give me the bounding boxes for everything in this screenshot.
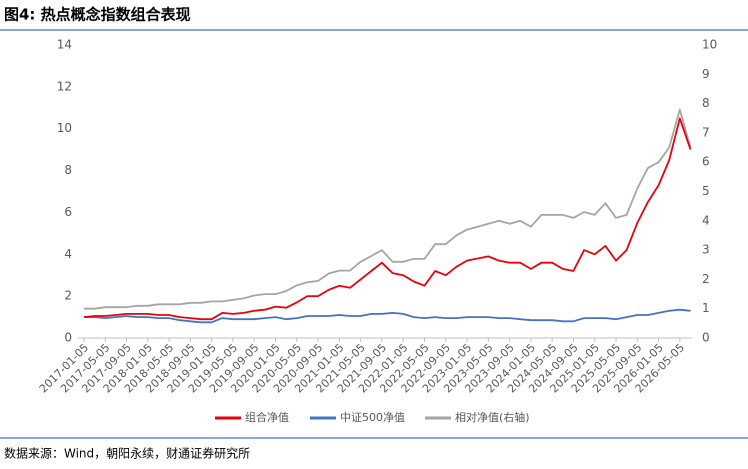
y2-tick-label: 0 bbox=[702, 331, 710, 345]
y-tick-label: 8 bbox=[64, 163, 72, 177]
chart-title: 图4: 热点概念指数组合表现 bbox=[4, 6, 191, 24]
y2-tick-label: 3 bbox=[702, 243, 710, 257]
source-note: 数据来源：Wind，朝阳永续，财通证券研究所 bbox=[4, 446, 250, 461]
y2-tick-label: 1 bbox=[702, 301, 710, 315]
legend-label: 相对净值(右轴) bbox=[455, 410, 530, 424]
y-tick-label: 14 bbox=[57, 38, 72, 52]
y-tick-label: 4 bbox=[64, 247, 72, 261]
y2-tick-label: 6 bbox=[702, 155, 710, 169]
y2-tick-label: 10 bbox=[702, 38, 717, 52]
series-line bbox=[84, 308, 691, 324]
y2-tick-label: 4 bbox=[702, 213, 710, 227]
y2-tick-label: 9 bbox=[702, 67, 710, 81]
y2-tick-label: 2 bbox=[702, 272, 710, 286]
y-tick-label: 0 bbox=[64, 331, 72, 345]
y-tick-label: 6 bbox=[64, 205, 72, 219]
y2-tick-label: 8 bbox=[702, 96, 710, 110]
y-tick-label: 10 bbox=[57, 121, 72, 135]
series-line bbox=[83, 117, 692, 321]
series-line bbox=[84, 108, 692, 310]
y2-tick-label: 7 bbox=[702, 125, 710, 139]
y-tick-label: 2 bbox=[64, 289, 72, 303]
legend-label: 中证500净值 bbox=[340, 410, 405, 424]
y2-tick-label: 5 bbox=[702, 184, 710, 198]
y-tick-label: 12 bbox=[57, 79, 72, 93]
legend-label: 组合净值 bbox=[245, 410, 289, 424]
